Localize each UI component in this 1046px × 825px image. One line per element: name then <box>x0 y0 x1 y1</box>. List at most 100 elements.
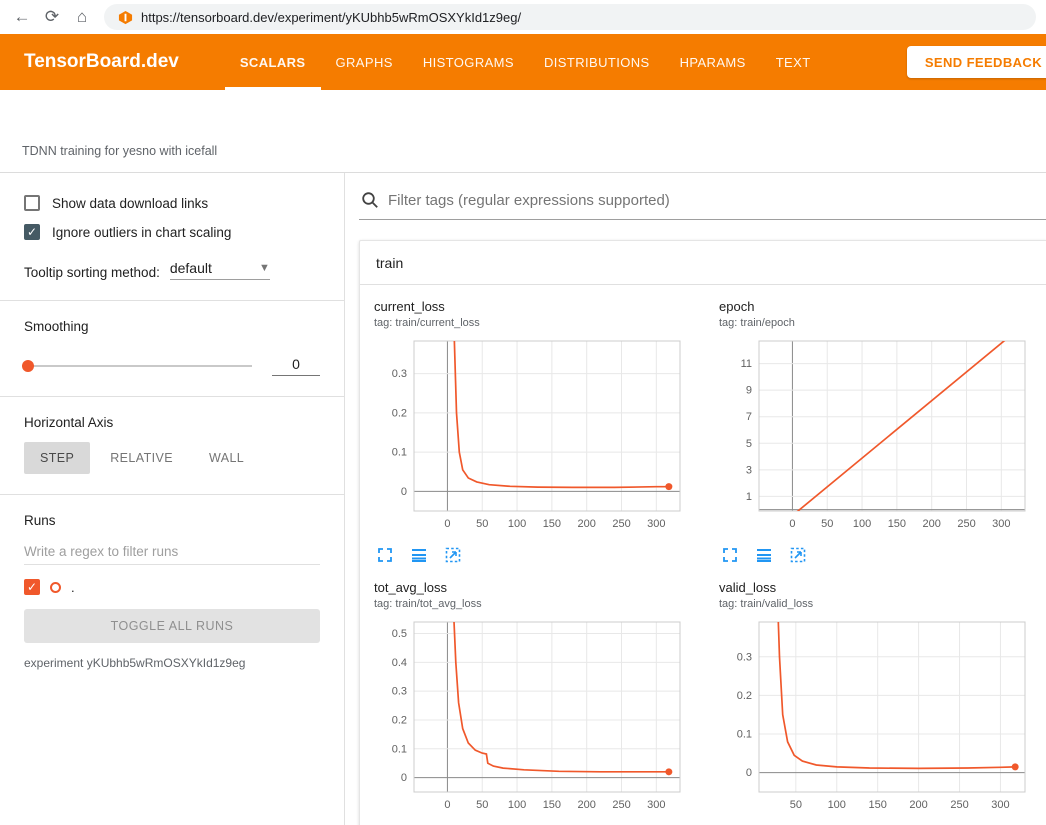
filter-tags-input[interactable] <box>388 192 1046 209</box>
svg-text:0: 0 <box>789 518 795 530</box>
svg-text:0.2: 0.2 <box>737 690 752 702</box>
smoothing-slider[interactable] <box>24 365 252 367</box>
svg-text:100: 100 <box>508 518 526 530</box>
scalars-dashboard: train current_loss tag: train/current_lo… <box>345 173 1046 825</box>
runs-filter-input[interactable] <box>24 538 320 565</box>
svg-text:0.2: 0.2 <box>392 714 407 726</box>
line-chart[interactable]: 05010015020025030000.10.20.30.40.5 <box>374 617 686 817</box>
toggle-all-runs-button[interactable]: TOGGLE ALL RUNS <box>24 609 320 643</box>
settings-sidebar: Show data download links Ignore outliers… <box>0 173 345 825</box>
checkbox-icon[interactable] <box>24 195 40 211</box>
url-text[interactable]: https://tensorboard.dev/experiment/yKUbh… <box>141 10 521 25</box>
home-icon[interactable]: ⌂ <box>68 3 96 31</box>
tensorboard-favicon <box>118 10 133 25</box>
send-feedback-button[interactable]: SEND FEEDBACK <box>907 46 1046 78</box>
axis-step-button[interactable]: STEP <box>24 442 90 474</box>
run-name: . <box>71 580 75 595</box>
svg-text:0.3: 0.3 <box>392 686 407 698</box>
svg-text:200: 200 <box>909 799 927 811</box>
svg-text:0: 0 <box>746 767 752 779</box>
reload-icon[interactable]: ⟳ <box>38 3 66 31</box>
tab-histograms[interactable]: HISTOGRAMS <box>408 34 529 90</box>
svg-text:0.3: 0.3 <box>737 651 752 663</box>
show-download-links-row[interactable]: Show data download links <box>24 195 320 211</box>
line-chart[interactable]: 5010015020025030000.10.20.3 <box>719 617 1031 817</box>
fit-domain-icon[interactable] <box>444 546 462 564</box>
main-tabs: SCALARS GRAPHS HISTOGRAMS DISTRIBUTIONS … <box>225 34 826 90</box>
svg-text:250: 250 <box>612 518 630 530</box>
tensorboard-header: TensorBoard.dev SCALARS GRAPHS HISTOGRAM… <box>0 34 1046 90</box>
chart-tag: tag: train/valid_loss <box>719 598 1046 610</box>
chart-title: tot_avg_loss <box>374 580 719 595</box>
run-color-icon <box>50 582 61 593</box>
fullscreen-icon[interactable] <box>376 546 394 564</box>
axis-wall-button[interactable]: WALL <box>193 442 260 474</box>
svg-text:250: 250 <box>957 518 975 530</box>
section-title-train[interactable]: train <box>360 241 1046 285</box>
run-list-item[interactable]: . <box>24 579 320 595</box>
ignore-outliers-label: Ignore outliers in chart scaling <box>52 225 231 240</box>
svg-text:100: 100 <box>853 518 871 530</box>
horizontal-axis-section: Horizontal Axis STEP RELATIVE WALL <box>0 396 344 474</box>
smoothing-section: Smoothing 0 <box>0 300 344 376</box>
svg-text:300: 300 <box>992 518 1010 530</box>
chart-tag: tag: train/current_loss <box>374 317 719 329</box>
checkbox-icon[interactable] <box>24 224 40 240</box>
svg-text:0.1: 0.1 <box>392 743 407 755</box>
chart-toolbar <box>721 546 1046 564</box>
svg-text:9: 9 <box>746 385 752 397</box>
chart-tag: tag: train/epoch <box>719 317 1046 329</box>
log-scale-icon[interactable] <box>410 546 428 564</box>
fit-domain-icon[interactable] <box>789 546 807 564</box>
runs-section: Runs . TOGGLE ALL RUNS experiment yKUbhb… <box>0 494 344 670</box>
svg-text:150: 150 <box>888 518 906 530</box>
chart-card-current-loss: current_loss tag: train/current_loss 0 50… <box>374 299 719 566</box>
svg-text:150: 150 <box>543 799 561 811</box>
chart-card-epoch: epoch tag: train/epoch 05010015020025030… <box>719 299 1046 566</box>
svg-text:0.1: 0.1 <box>737 729 752 741</box>
svg-text:250: 250 <box>612 799 630 811</box>
ignore-outliers-row[interactable]: Ignore outliers in chart scaling <box>24 224 320 240</box>
experiment-description: TDNN training for yesno with icefall <box>22 144 217 158</box>
tab-distributions[interactable]: DISTRIBUTIONS <box>529 34 665 90</box>
run-checkbox-icon[interactable] <box>24 579 40 595</box>
smoothing-value[interactable]: 0 <box>272 356 320 376</box>
chart-title: current_loss <box>374 299 719 314</box>
runs-label: Runs <box>24 513 320 528</box>
svg-text:11: 11 <box>741 358 752 370</box>
svg-text:7: 7 <box>746 411 752 423</box>
svg-text:0: 0 <box>401 486 407 498</box>
tab-text[interactable]: TEXT <box>761 34 826 90</box>
brand-title: TensorBoard.dev <box>0 34 179 90</box>
smoothing-slider-thumb[interactable] <box>22 360 34 372</box>
log-scale-icon[interactable] <box>755 546 773 564</box>
tab-scalars[interactable]: SCALARS <box>225 34 321 90</box>
tooltip-sorting-label: Tooltip sorting method: <box>24 265 160 280</box>
charts-grid: current_loss tag: train/current_loss 0 50… <box>360 285 1046 825</box>
tooltip-sorting-dropdown[interactable]: default ▼ <box>170 260 270 280</box>
svg-text:300: 300 <box>647 518 665 530</box>
line-chart[interactable]: 05010015020025030000.10.20.3 <box>374 336 686 536</box>
chart-toolbar <box>376 546 719 564</box>
svg-text:250: 250 <box>950 799 968 811</box>
svg-text:150: 150 <box>868 799 886 811</box>
tab-graphs[interactable]: GRAPHS <box>321 34 408 90</box>
chart-card-valid-loss: valid_loss tag: train/valid_loss 5010015… <box>719 580 1046 825</box>
fullscreen-icon[interactable] <box>721 546 739 564</box>
svg-text:150: 150 <box>543 518 561 530</box>
tab-hparams[interactable]: HPARAMS <box>665 34 761 90</box>
chart-title: valid_loss <box>719 580 1046 595</box>
svg-text:50: 50 <box>476 518 488 530</box>
svg-text:200: 200 <box>578 518 596 530</box>
line-chart[interactable]: 0501001502002503001357911 <box>719 336 1031 536</box>
axis-relative-button[interactable]: RELATIVE <box>94 442 189 474</box>
svg-text:0.3: 0.3 <box>392 368 407 380</box>
show-download-links-label: Show data download links <box>52 196 208 211</box>
chart-title: epoch <box>719 299 1046 314</box>
chart-card-tot-avg-loss: tot_avg_loss tag: train/tot_avg_loss 050… <box>374 580 719 825</box>
back-icon[interactable]: ← <box>8 3 36 31</box>
svg-text:3: 3 <box>746 464 752 476</box>
address-bar[interactable]: https://tensorboard.dev/experiment/yKUbh… <box>104 4 1036 30</box>
tooltip-sorting-row: Tooltip sorting method: default ▼ <box>24 260 320 280</box>
filter-tags-row <box>359 183 1046 220</box>
